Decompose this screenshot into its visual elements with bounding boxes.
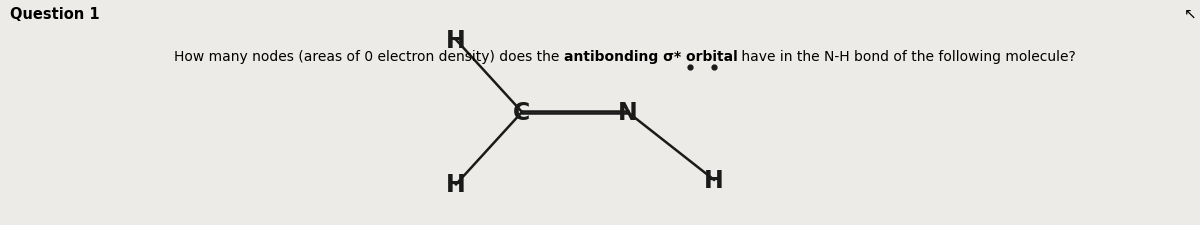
Text: N: N: [618, 101, 637, 124]
Text: How many nodes (areas of 0 electron density) does the: How many nodes (areas of 0 electron dens…: [174, 50, 564, 63]
Text: H: H: [446, 173, 466, 196]
Text: have in the N-H bond of the following molecule?: have in the N-H bond of the following mo…: [738, 50, 1076, 63]
Text: antibonding σ* orbital: antibonding σ* orbital: [564, 50, 738, 63]
Text: Question 1: Question 1: [10, 7, 100, 22]
Text: C: C: [514, 101, 530, 124]
Text: H: H: [704, 168, 724, 192]
Text: ↖: ↖: [1183, 7, 1196, 22]
Text: H: H: [446, 29, 466, 52]
